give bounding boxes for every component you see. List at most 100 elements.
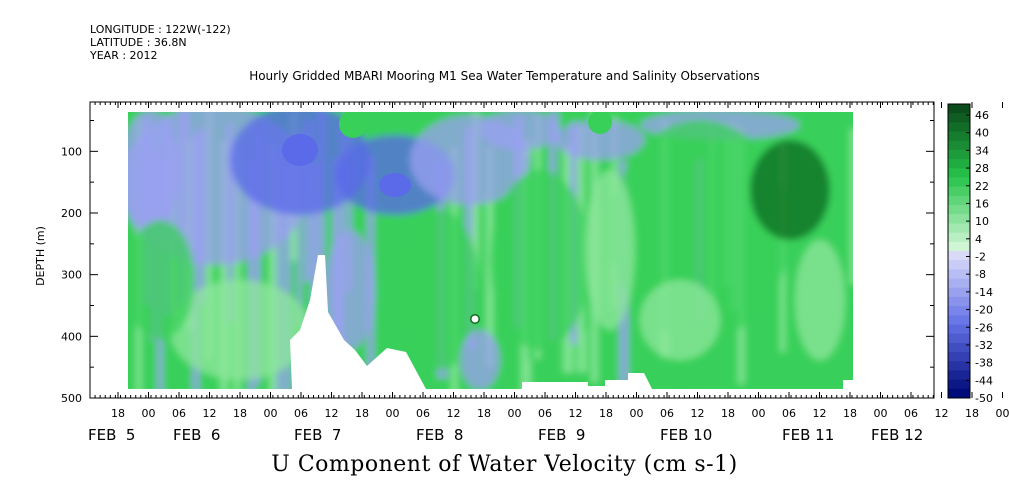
x-tick-label: 06 [172,407,186,420]
year-label: YEAR : 2012 [90,49,158,62]
colorbar-segment [948,113,970,123]
x-tick-label: 12 [813,407,827,420]
colorbar-segment [948,251,970,261]
x-date-label: FEB 8 [416,426,463,444]
x-tick-label: 18 [477,407,491,420]
x-tick-label: 00 [386,407,400,420]
colorbar-segment [948,195,970,206]
longitude-label: LONGITUDE : 122W(-122) [90,23,231,36]
colorbar-segment [948,324,970,335]
x-tick-label: 00 [508,407,522,420]
y-tick-label: 400 [61,330,82,343]
x-tick-label: 12 [203,407,217,420]
colorbar-label: 22 [975,180,989,193]
y-axis-title: DEPTH (m) [34,226,47,286]
colorbar-label: -14 [975,286,993,299]
x-date-label: FEB 6 [173,426,220,444]
colorbar-label: -8 [975,268,986,281]
x-tick-label: 06 [660,407,674,420]
x-tick-label: 00 [752,407,766,420]
colorbar-label: 16 [975,197,989,210]
x-tick-label: 18 [599,407,613,420]
x-tick-label: 18 [721,407,735,420]
colorbar-label: 46 [975,109,989,122]
colorbar-segment [948,168,970,178]
colorbar-label: 28 [975,162,989,175]
colorbar-segment [948,122,970,133]
colorbar-segment [948,140,970,151]
colorbar-segment [948,104,970,114]
x-tick-label: 18 [355,407,369,420]
x-date-label: FEB 7 [294,426,341,444]
colorbar-segment [948,177,970,188]
x-tick-label: 00 [630,407,644,420]
y-tick-label: 500 [61,392,82,405]
y-tick-labels: 100 200 300 400 500 [61,145,82,405]
colorbar-label: -44 [975,374,993,387]
x-tick-label: 06 [904,407,918,420]
colorbar-segment [948,278,970,289]
y-tick-label: 100 [61,145,82,158]
x-tick-label: 18 [111,407,125,420]
x-tick-label: 12 [325,407,339,420]
x-axis-title: U Component of Water Velocity (cm s-1) [271,452,738,477]
colorbar-segment [948,333,970,344]
x-tick-label: 00 [264,407,278,420]
colorbar-label: -50 [975,392,993,405]
colorbar-label: 40 [975,127,989,140]
colorbar-label: -32 [975,339,993,352]
colorbar-segment [948,214,970,224]
colorbar-segment [948,315,970,325]
colorbar-label: 10 [975,215,989,228]
x-date-label: FEB 11 [782,426,834,444]
x-tick-label: 00 [874,407,888,420]
colorbar-segment [948,205,970,215]
colorbar-segment [948,269,970,280]
colorbar-segment [948,241,970,252]
y-tick-label: 300 [61,269,82,282]
x-date-label: FEB 5 [88,426,135,444]
x-date-label: FEB 12 [871,426,923,444]
colorbar-segment [948,149,970,160]
x-tick-label: 12 [569,407,583,420]
x-tick-label: 06 [416,407,430,420]
x-date-label: FEB 10 [660,426,712,444]
colorbar-segment [948,352,970,362]
x-tick-label: 18 [233,407,247,420]
colorbar [947,103,971,399]
plot-axes [89,101,1003,399]
colorbar-label: -20 [975,304,993,317]
y-tick-label: 200 [61,207,82,220]
x-tick-label: 12 [691,407,705,420]
x-tick-label: 18 [965,407,979,420]
x-tick-label: 06 [782,407,796,420]
x-date-labels: FEB 5 FEB 6 FEB 7 FEB 8 FEB 9 FEB 10 FEB 11 FEB… [88,426,923,444]
colorbar-label: -38 [975,357,993,370]
chart-title: Hourly Gridded MBARI Mooring M1 Sea Wate… [249,69,760,83]
colorbar-segment [948,131,970,142]
colorbar-segment [948,370,970,381]
colorbar-label: -26 [975,321,993,334]
x-date-label: FEB 9 [538,426,585,444]
x-tick-label: 18 [843,407,857,420]
colorbar-segment [948,296,970,307]
colorbar-segment [948,186,970,197]
x-tick-label: 00 [142,407,156,420]
colorbar-segment [948,287,970,298]
colorbar-labels: 46 40 34 28 22 16 10 4 -2 -8 -14 -20 -26 -32 -38 -44 -50 [975,109,993,405]
colorbar-label: 4 [975,233,982,246]
colorbar-label: -2 [975,251,986,264]
colorbar-segment [948,342,970,353]
colorbar-segment [948,159,970,169]
x-tick-label: 06 [538,407,552,420]
x-tick-label: 12 [447,407,461,420]
x-tick-label: 06 [294,407,308,420]
colorbar-label: 34 [975,144,989,157]
colorbar-segment [948,223,970,234]
colorbar-segment [948,306,970,316]
colorbar-segment [948,232,970,243]
colorbar-segment [948,388,970,399]
colorbar-segment [948,361,970,371]
x-tick-label: 00 [996,407,1009,420]
